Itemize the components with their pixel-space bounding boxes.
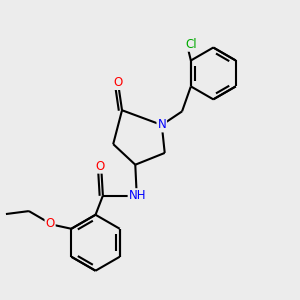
Text: O: O <box>46 217 55 230</box>
Text: O: O <box>95 160 105 173</box>
Text: NH: NH <box>129 189 146 202</box>
Text: O: O <box>114 76 123 89</box>
Text: N: N <box>158 118 166 131</box>
Text: Cl: Cl <box>185 38 197 51</box>
